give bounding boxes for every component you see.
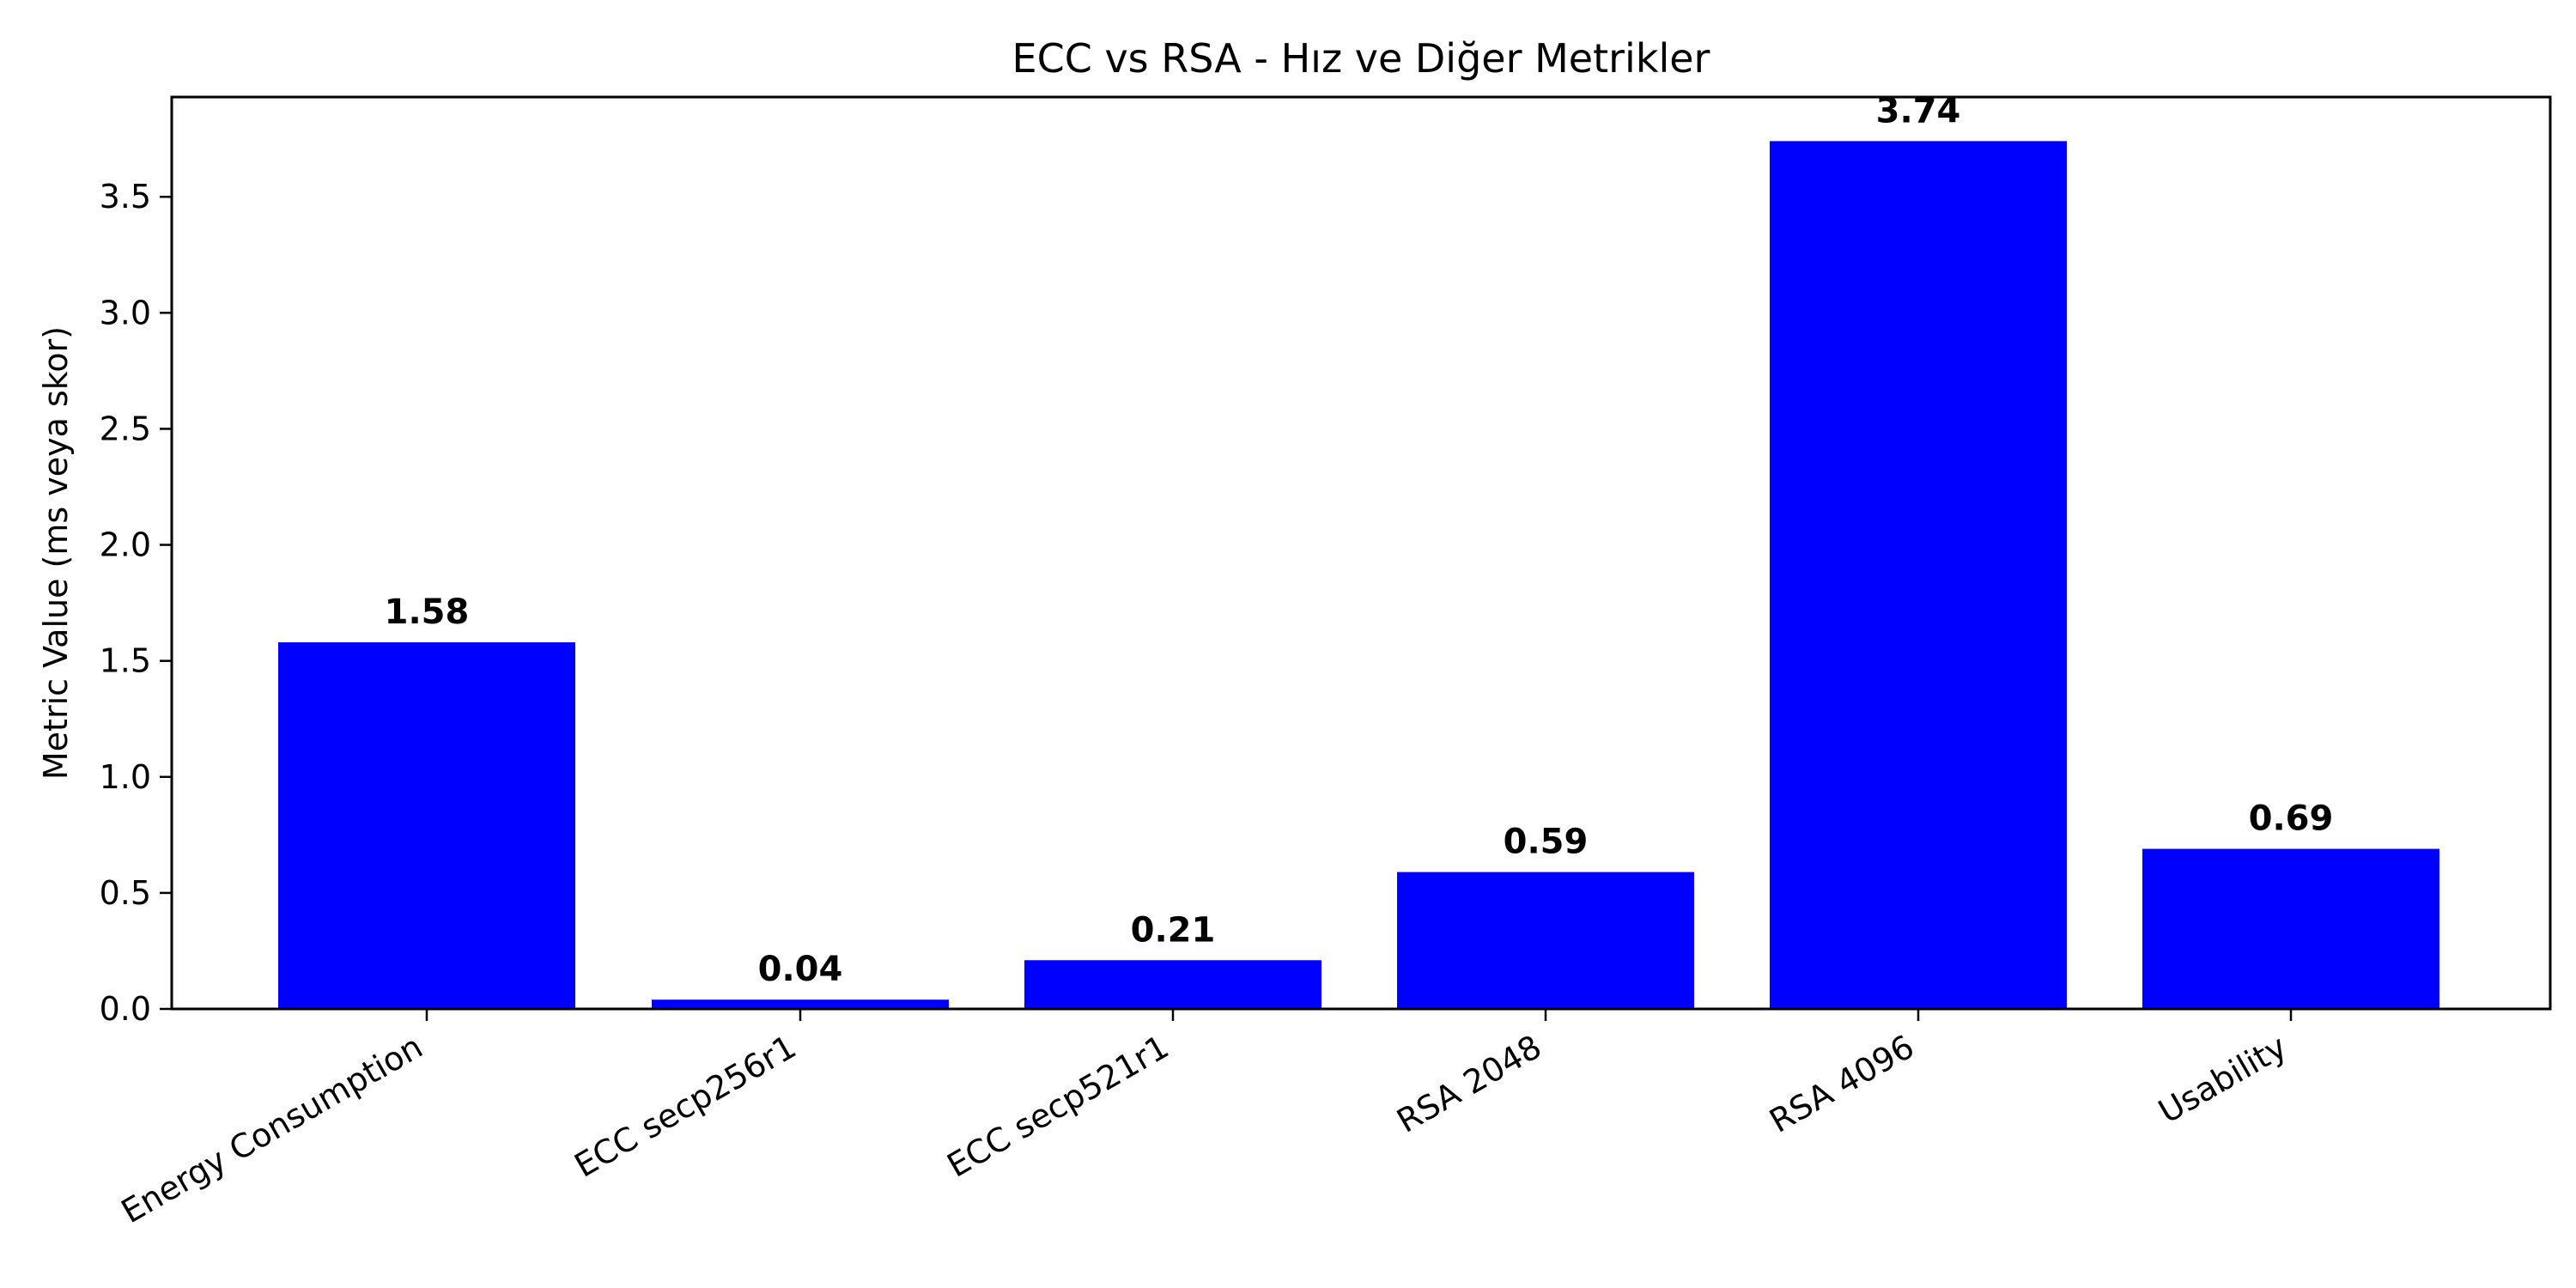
bar-4 [1770, 141, 2067, 1009]
data-label-0: 1.58 [385, 592, 470, 632]
chart-title: ECC vs RSA - Hız ve Diğer Metrikler [1012, 35, 1710, 82]
data-label-3: 0.59 [1504, 823, 1589, 862]
y-tick-label-7: 3.5 [100, 178, 151, 216]
y-tick-label-4: 2.0 [100, 526, 151, 564]
y-axis-label: Metric Value (ms veya skor) [37, 326, 75, 780]
x-tick-label-1: ECC secp256r1 [568, 1028, 803, 1185]
y-axis: 0.0 0.5 1.0 1.5 2.0 2.5 3.0 3.5 [100, 178, 172, 1028]
y-tick-label-5: 2.5 [100, 410, 151, 447]
y-tick-label-3: 1.5 [100, 642, 151, 680]
data-label-2: 0.21 [1131, 910, 1216, 950]
data-label-5: 0.69 [2249, 799, 2334, 839]
y-tick-label-0: 0.0 [100, 990, 151, 1028]
bar-0 [278, 642, 575, 1009]
bar-5 [2142, 848, 2439, 1009]
x-axis: Energy Consumption ECC secp256r1 ECC secp5… [115, 1009, 2293, 1230]
data-label-1: 0.04 [758, 950, 843, 989]
bar-3 [1397, 872, 1694, 1009]
bar-1 [652, 999, 949, 1009]
x-tick-label-2: ECC secp521r1 [941, 1028, 1176, 1185]
bars-group [278, 141, 2439, 1009]
plot-frame [170, 95, 2552, 1011]
x-tick-label-4: RSA 4096 [1763, 1028, 1920, 1140]
bar-2 [1024, 960, 1321, 1009]
y-tick-label-6: 3.0 [100, 294, 151, 331]
x-tick-label-5: Usability [2152, 1028, 2293, 1131]
x-tick-label-0: Energy Consumption [115, 1028, 429, 1231]
y-tick-label-2: 1.0 [100, 758, 151, 796]
y-tick-label-1: 0.5 [100, 874, 151, 912]
x-tick-label-3: RSA 2048 [1390, 1028, 1547, 1140]
